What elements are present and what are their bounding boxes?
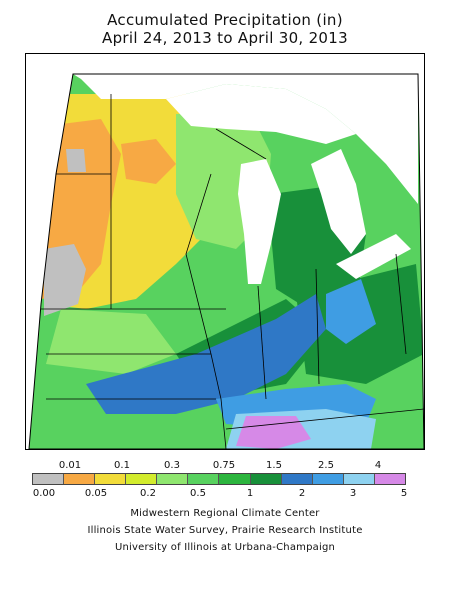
lake-huron: [311, 149, 366, 254]
zone-gray-sd: [44, 244, 86, 316]
legend-swatch: [281, 474, 313, 484]
legend-bottom-label: 2: [298, 488, 306, 499]
zone-gray-nd: [66, 149, 86, 172]
border-wi-mi: [215, 128, 267, 160]
credit-line3: University of Illinois at Urbana-Champai…: [114, 542, 336, 553]
legend-swatch: [95, 474, 127, 484]
zone-orange-mn: [121, 139, 176, 184]
legend-swatch: [188, 474, 220, 484]
legend-bottom-label: 1: [246, 488, 254, 499]
lake-erie: [336, 234, 411, 279]
legend-top-label: 0.1: [114, 460, 130, 471]
legend-bottom-label: 5: [400, 488, 408, 499]
legend-swatch: [374, 474, 405, 484]
border-in-oh: [315, 268, 320, 385]
legend-bottom-label: 0.05: [84, 488, 108, 499]
border-il-in: [257, 285, 267, 400]
legend-top-label: 0.01: [58, 460, 82, 471]
lake-superior: [166, 84, 356, 144]
border-oh-pa: [395, 253, 407, 355]
legend-swatch: [343, 474, 375, 484]
domain-outline: [28, 73, 424, 449]
legend-top-label: 0.75: [212, 460, 236, 471]
legend-bottom-label: 0.00: [32, 488, 56, 499]
legend-top-label: 0.3: [164, 460, 180, 471]
legend-swatch: [219, 474, 251, 484]
lake-michigan: [238, 159, 281, 284]
zone-purple-tn: [236, 416, 311, 449]
precipitation-map: [25, 53, 425, 450]
legend-swatch: [33, 474, 65, 484]
map-canvas: [28, 73, 424, 449]
credit-line2: Illinois State Water Survey, Prairie Res…: [87, 525, 363, 536]
map-title-line1: Accumulated Precipitation (in): [107, 11, 343, 29]
legend-top-label: 2.5: [318, 460, 334, 471]
legend-swatch: [250, 474, 282, 484]
legend-bottom-label: 3: [349, 488, 357, 499]
state-borders: [41, 94, 424, 449]
legend-top-label: 4: [374, 460, 382, 471]
legend-top-label: 1.5: [266, 460, 282, 471]
canada-region: [73, 74, 418, 204]
legend-swatch: [64, 474, 96, 484]
border-mississippi: [185, 173, 227, 449]
legend-swatch: [126, 474, 158, 484]
border-ky-tn: [225, 408, 424, 430]
legend-bottom-label: 0.5: [190, 488, 206, 499]
zone-medblue-oh: [326, 279, 376, 344]
credit-line1: Midwestern Regional Climate Center: [130, 508, 320, 519]
legend-swatch: [312, 474, 344, 484]
map-title-line2: April 24, 2013 to April 30, 2013: [102, 29, 348, 47]
legend-bottom-label: 0.2: [140, 488, 156, 499]
legend-swatch: [157, 474, 189, 484]
zone-lightgreen-ne: [46, 309, 176, 374]
legend-color-bar: [32, 473, 406, 485]
